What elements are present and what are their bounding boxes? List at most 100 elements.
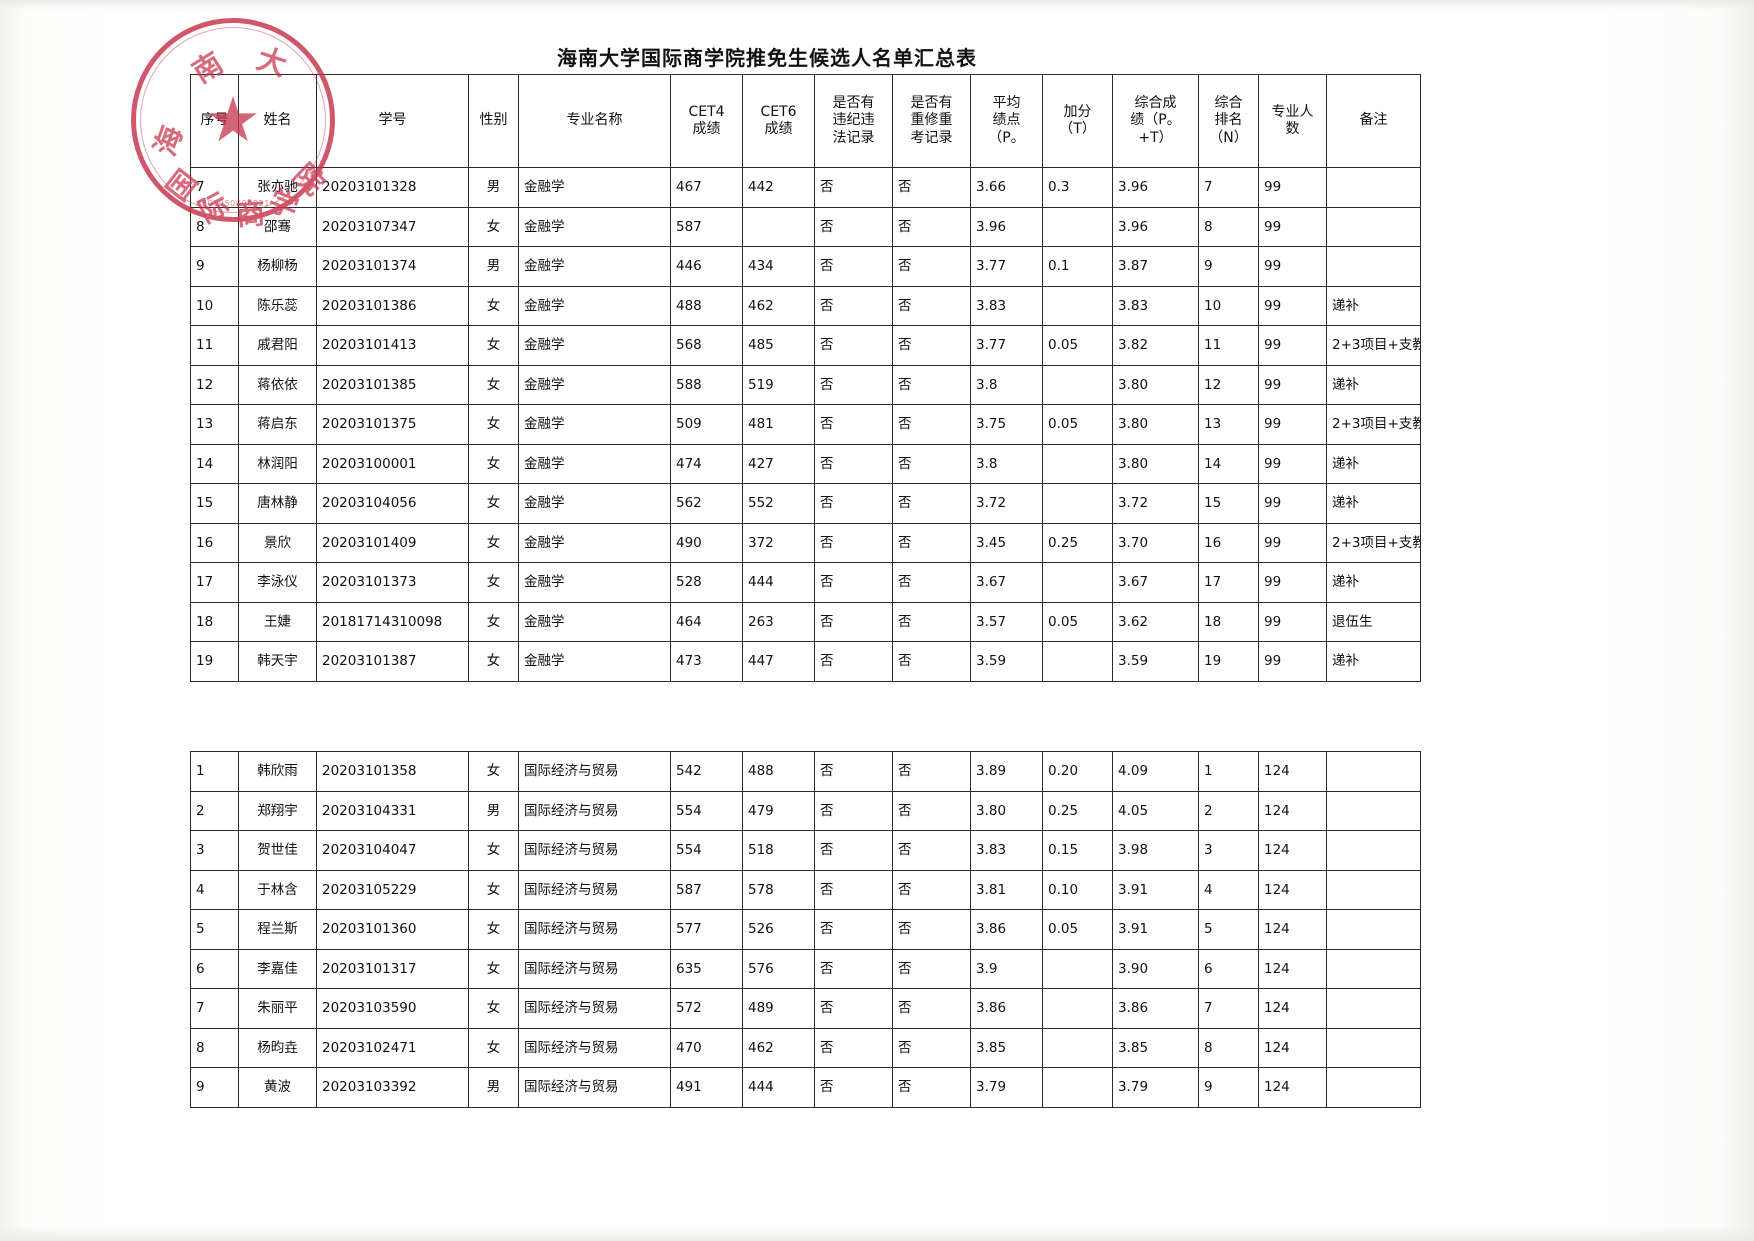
table-row[interactable]: 10 陈乐蕊 20203101386 女金融学 488 462 否否 3.83 3.83 10 99… bbox=[190, 285, 1421, 326]
cell-cet6: 444 bbox=[742, 562, 815, 603]
cell-cet6: 519 bbox=[742, 364, 815, 405]
table-row[interactable]: 11 戚君阳 20203101413 女金融学 568 485 否否 3.77 0.05 3.82… bbox=[190, 325, 1421, 366]
cell-discipline-record: 否 bbox=[814, 790, 893, 831]
cell-retake-record: 否 bbox=[892, 641, 971, 682]
cell-student-id: 20203105229 bbox=[316, 869, 469, 910]
cell-name: 蒋启东 bbox=[238, 404, 317, 445]
cell-student-id: 20203101375 bbox=[316, 404, 469, 445]
cell-bonus bbox=[1042, 443, 1113, 484]
cell-cet4: 587 bbox=[670, 206, 743, 247]
hdr-line: 平均 bbox=[992, 95, 1021, 112]
cell-bonus bbox=[1042, 206, 1113, 247]
cell-rank: 1 bbox=[1198, 751, 1259, 792]
cell-major: 国际经济与贸易 bbox=[518, 751, 671, 792]
cell-seq: 8 bbox=[190, 206, 239, 247]
cell-rank: 15 bbox=[1198, 483, 1259, 524]
cell-note: 2+3项目+支教项目 bbox=[1326, 404, 1421, 445]
cell-gpa: 3.57 bbox=[970, 601, 1043, 642]
cell-cet4: 488 bbox=[670, 285, 743, 326]
cell-seq: 8 bbox=[190, 1027, 239, 1068]
table-row[interactable]: 9 黄波 20203103392 男国际经济与贸易 491 444 否否 3.79 3.79 9 1… bbox=[190, 1067, 1421, 1108]
cell-sex: 男 bbox=[468, 246, 519, 287]
cell-gpa: 3.96 bbox=[970, 206, 1043, 247]
cell-sex: 男 bbox=[468, 1067, 519, 1108]
cell-major: 金融学 bbox=[518, 325, 671, 366]
cell-gpa: 3.86 bbox=[970, 909, 1043, 950]
table-row[interactable]: 14 林润阳 20203100001 女金融学 474 427 否否 3.8 3.80 14 99 递… bbox=[190, 443, 1421, 484]
table-row[interactable]: 7 张亦驰 20203101328 男金融学 467 442 否否 3.66 0.3 3.96 7 9… bbox=[190, 167, 1421, 208]
hdr-line: 是否有 bbox=[910, 95, 953, 112]
cell-major-count: 124 bbox=[1258, 1067, 1327, 1108]
cell-retake-record: 否 bbox=[892, 443, 971, 484]
hdr-line: 成绩 bbox=[692, 121, 721, 137]
table-row[interactable]: 7 朱丽平 20203103590 女国际经济与贸易 572 489 否否 3.86 3.86 7… bbox=[190, 988, 1421, 1029]
cell-note: 递补 bbox=[1326, 285, 1421, 326]
cell-note: 递补 bbox=[1326, 483, 1421, 524]
cell-note bbox=[1326, 751, 1421, 792]
table-row[interactable]: 16 景欣 20203101409 女金融学 490 372 否否 3.45 0.25 3.70 1… bbox=[190, 522, 1421, 563]
cell-major-count: 99 bbox=[1258, 404, 1327, 445]
table-row[interactable]: 6 李嘉佳 20203101317 女国际经济与贸易 635 576 否否 3.9 3.90 6 1… bbox=[190, 948, 1421, 989]
cell-major: 金融学 bbox=[518, 562, 671, 603]
cell-total-score: 3.79 bbox=[1112, 1067, 1199, 1108]
cell-student-id: 20203101413 bbox=[316, 325, 469, 366]
cell-bonus: 0.25 bbox=[1042, 790, 1113, 831]
table-row[interactable]: 2 郑翔宇 20203104331 男国际经济与贸易 554 479 否否 3.80 0.25 4… bbox=[190, 790, 1421, 831]
table-row[interactable]: 3 贺世佳 20203104047 女国际经济与贸易 554 518 否否 3.83 0.15 3… bbox=[190, 830, 1421, 871]
trade-table-section: 1 韩欣雨 20203101358 女国际经济与贸易 542 488 否否 3.89 0.20 4… bbox=[190, 751, 1421, 1108]
cell-major-count: 99 bbox=[1258, 246, 1327, 287]
table-row[interactable]: 13 蒋启东 20203101375 女金融学 509 481 否否 3.75 0.05 3.80… bbox=[190, 404, 1421, 445]
table-row[interactable]: 15 唐林静 20203104056 女金融学 562 552 否否 3.72 3.72 15 99… bbox=[190, 483, 1421, 524]
col-header-bonus: 加分 （T） bbox=[1042, 74, 1113, 168]
cell-sex: 男 bbox=[468, 790, 519, 831]
cell-rank: 14 bbox=[1198, 443, 1259, 484]
cell-sex: 女 bbox=[468, 909, 519, 950]
cell-seq: 7 bbox=[190, 167, 239, 208]
table-row[interactable]: 18 王婕 20181714310098 女金融学 464 263 否否 3.57 0.05 3.… bbox=[190, 601, 1421, 642]
table-row[interactable]: 17 李泳仪 20203101373 女金融学 528 444 否否 3.67 3.67 17 99… bbox=[190, 562, 1421, 603]
cell-gpa: 3.8 bbox=[970, 364, 1043, 405]
cell-discipline-record: 否 bbox=[814, 1027, 893, 1068]
cell-major-count: 124 bbox=[1258, 869, 1327, 910]
cell-student-id: 20203103590 bbox=[316, 988, 469, 1029]
table-row[interactable]: 12 蒋依依 20203101385 女金融学 588 519 否否 3.8 3.80 12 99 递… bbox=[190, 364, 1421, 405]
cell-note bbox=[1326, 1067, 1421, 1108]
cell-cet4: 588 bbox=[670, 364, 743, 405]
cell-seq: 2 bbox=[190, 790, 239, 831]
table-row[interactable]: 4 于林含 20203105229 女国际经济与贸易 587 578 否否 3.81 0.10 3… bbox=[190, 869, 1421, 910]
table-row[interactable]: 1 韩欣雨 20203101358 女国际经济与贸易 542 488 否否 3.89 0.20 4… bbox=[190, 751, 1421, 792]
table-row[interactable]: 9 杨柳杨 20203101374 男金融学 446 434 否否 3.77 0.1 3.87 9 9… bbox=[190, 246, 1421, 287]
cell-bonus bbox=[1042, 948, 1113, 989]
cell-name: 张亦驰 bbox=[238, 167, 317, 208]
col-header-discipline: 是否有 违纪违 法记录 bbox=[814, 74, 893, 168]
col-header-seq: 序号 bbox=[190, 74, 239, 168]
col-header-major-count: 专业人 数 bbox=[1258, 74, 1327, 168]
cell-bonus: 0.3 bbox=[1042, 167, 1113, 208]
table-row[interactable]: 19 韩天宇 20203101387 女金融学 473 447 否否 3.59 3.59 19 99… bbox=[190, 641, 1421, 682]
table-row[interactable]: 8 杨昀垚 20203102471 女国际经济与贸易 470 462 否否 3.85 3.85 8… bbox=[190, 1027, 1421, 1068]
cell-cet6: 526 bbox=[742, 909, 815, 950]
cell-rank: 8 bbox=[1198, 206, 1259, 247]
hdr-line: 序号 bbox=[200, 112, 229, 129]
cell-name: 蒋依依 bbox=[238, 364, 317, 405]
cell-rank: 10 bbox=[1198, 285, 1259, 326]
cell-major: 金融学 bbox=[518, 522, 671, 563]
cell-retake-record: 否 bbox=[892, 167, 971, 208]
cell-total-score: 3.62 bbox=[1112, 601, 1199, 642]
cell-student-id: 20203101328 bbox=[316, 167, 469, 208]
cell-seq: 6 bbox=[190, 948, 239, 989]
cell-student-id: 20203102471 bbox=[316, 1027, 469, 1068]
cell-cet4: 577 bbox=[670, 909, 743, 950]
cell-cet6: 462 bbox=[742, 285, 815, 326]
cell-student-id: 20203100001 bbox=[316, 443, 469, 484]
cell-discipline-record: 否 bbox=[814, 167, 893, 208]
cell-cet6: 447 bbox=[742, 641, 815, 682]
cell-note bbox=[1326, 988, 1421, 1029]
cell-sex: 女 bbox=[468, 1027, 519, 1068]
cell-gpa: 3.86 bbox=[970, 988, 1043, 1029]
table-row[interactable]: 5 程兰斯 20203101360 女国际经济与贸易 577 526 否否 3.86 0.05 3… bbox=[190, 909, 1421, 950]
cell-sex: 女 bbox=[468, 206, 519, 247]
table-row[interactable]: 8 邵骞 20203107347 女金融学 587 否否 3.96 3.96 8 99 bbox=[190, 206, 1421, 247]
cell-total-score: 3.91 bbox=[1112, 909, 1199, 950]
cell-bonus: 0.1 bbox=[1042, 246, 1113, 287]
